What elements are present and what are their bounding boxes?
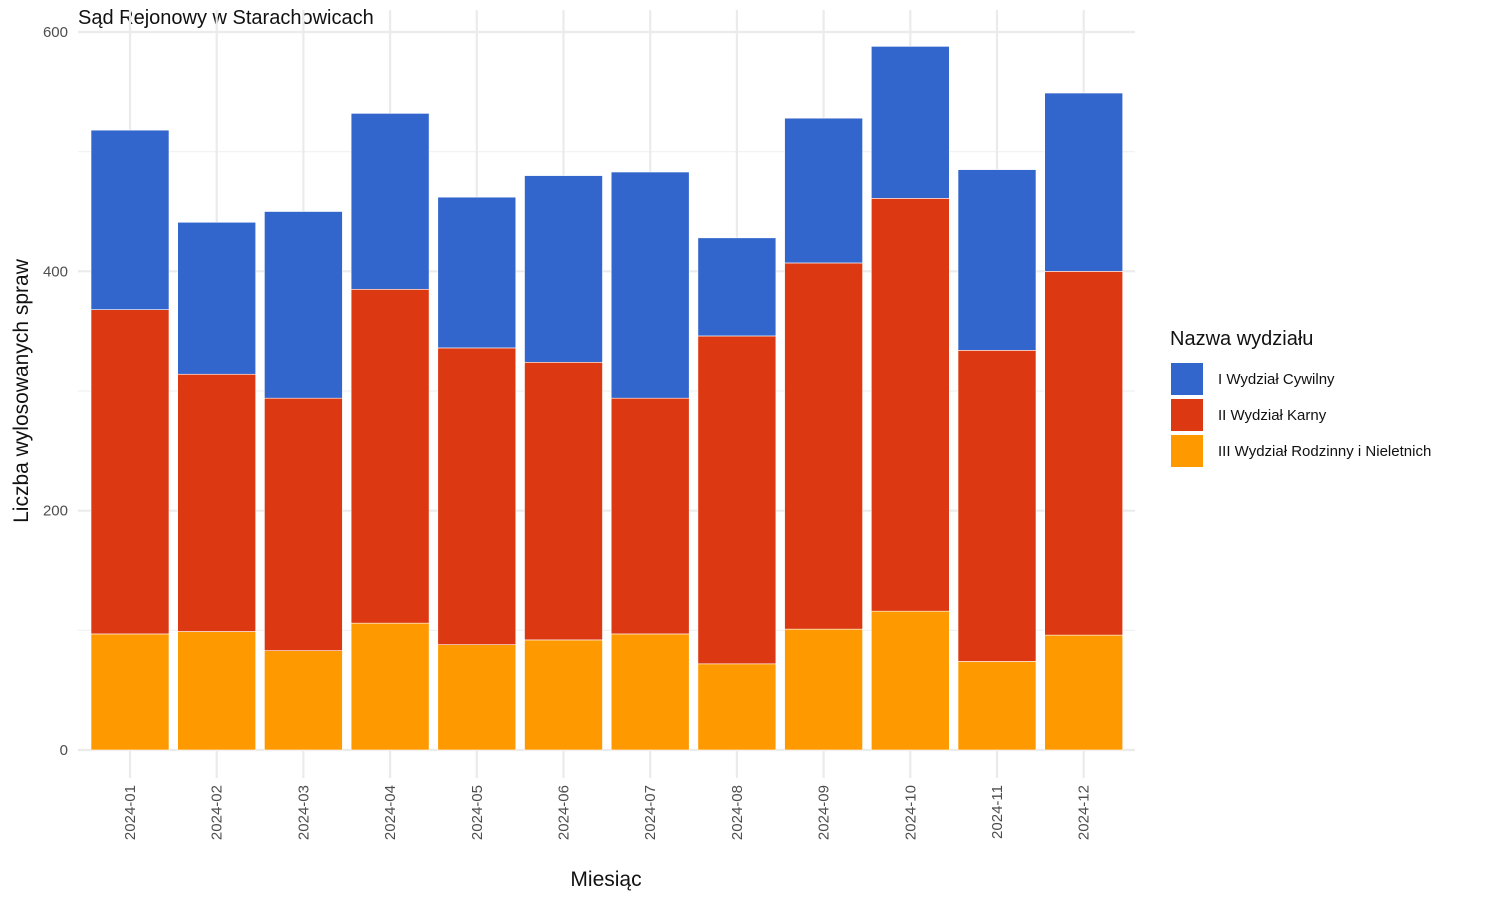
- x-tick-label: 2024-05: [469, 785, 486, 840]
- bar-segment-2024-11-series-3: [957, 169, 1037, 351]
- bar-segment-2024-05-series-2: [437, 347, 517, 645]
- legend-items: I Wydział Cywilny II Wydział Karny III Wyd…: [1170, 361, 1431, 469]
- y-tick-label: 200: [43, 503, 68, 520]
- bar-segment-2024-02-series-2: [177, 373, 256, 632]
- legend-swatch: [1170, 434, 1204, 468]
- legend-item: III Wydział Rodzinny i Nieletnich: [1170, 433, 1431, 469]
- x-axis-ticks: 2024-01 2024-02 2024-03 2024-04 2024-05 2024-…: [122, 785, 1093, 840]
- legend-label: II Wydział Karny: [1218, 406, 1327, 424]
- bar-segment-2024-10-series-2: [870, 198, 950, 612]
- bar-segment-2024-05-series-3: [437, 196, 517, 349]
- bar-segment-2024-09-series-3: [784, 117, 863, 264]
- bar-segment-2024-04-series-1: [350, 622, 430, 751]
- x-tick-label: 2024-09: [816, 785, 833, 840]
- bar-segment-2024-06-series-3: [524, 175, 603, 363]
- bar-segment-2024-01-series-2: [90, 309, 170, 635]
- bar-segment-2024-08-series-1: [697, 663, 777, 751]
- legend-label: I Wydział Cywilny: [1218, 370, 1335, 388]
- bar-segment-2024-12-series-2: [1044, 271, 1123, 636]
- bar-segment-2024-06-series-2: [524, 361, 603, 641]
- x-tick-label: 2024-12: [1076, 785, 1093, 840]
- legend: Nazwa wydziału I Wydział Cywilny II Wydzi…: [1170, 328, 1431, 469]
- legend-label: III Wydział Rodzinny i Nieletnich: [1218, 442, 1432, 460]
- y-tick-label: 600: [43, 24, 68, 41]
- y-axis-ticks: 0 200 400 600: [43, 24, 68, 759]
- bar-segment-2024-02-series-1: [177, 631, 256, 751]
- bar-segment-2024-08-series-3: [697, 237, 777, 337]
- bar-segment-2024-09-series-1: [784, 628, 863, 751]
- bar-segment-2024-04-series-3: [350, 113, 430, 290]
- x-axis-title: Miesiąc: [570, 868, 641, 891]
- x-tick-label: 2024-08: [729, 785, 746, 840]
- bar-segment-2024-05-series-1: [437, 644, 517, 751]
- bar-segment-2024-12-series-1: [1044, 634, 1123, 751]
- y-axis-title: Liczba wylosowanych spraw: [10, 258, 33, 523]
- x-tick-label: 2024-04: [382, 785, 399, 840]
- bar-segment-2024-03-series-2: [264, 397, 343, 651]
- bars: [90, 46, 1123, 751]
- y-tick-label: 400: [43, 263, 68, 280]
- bar-segment-2024-02-series-3: [177, 221, 256, 375]
- x-tick-label: 2024-07: [642, 785, 659, 840]
- bar-segment-2024-12-series-3: [1044, 92, 1123, 272]
- bar-segment-2024-11-series-2: [957, 350, 1037, 662]
- bar-segment-2024-10-series-3: [870, 46, 950, 199]
- legend-swatch: [1170, 398, 1204, 432]
- x-tick-label: 2024-01: [122, 785, 139, 840]
- legend-item: I Wydział Cywilny: [1170, 361, 1431, 397]
- bar-segment-2024-07-series-1: [610, 633, 690, 751]
- x-tick-label: 2024-10: [902, 785, 919, 840]
- x-tick-label: 2024-11: [989, 785, 1006, 839]
- x-tick-label: 2024-06: [556, 785, 573, 840]
- bar-segment-2024-08-series-2: [697, 335, 777, 665]
- bar-segment-2024-07-series-3: [610, 171, 690, 399]
- bar-segment-2024-01-series-1: [90, 633, 170, 751]
- legend-title: Nazwa wydziału: [1170, 328, 1314, 350]
- bar-segment-2024-09-series-2: [784, 262, 863, 630]
- y-tick-label: 0: [60, 742, 68, 759]
- bar-segment-2024-10-series-1: [870, 610, 950, 751]
- chart-title: Sąd Rejonowy w Starachowicach: [78, 7, 374, 29]
- bar-segment-2024-04-series-2: [350, 288, 430, 624]
- bar-segment-2024-07-series-2: [610, 397, 690, 635]
- bar-segment-2024-06-series-1: [524, 639, 603, 751]
- x-tick-label: 2024-03: [295, 785, 312, 840]
- bar-segment-2024-11-series-1: [957, 661, 1037, 751]
- bar-segment-2024-01-series-3: [90, 129, 170, 310]
- legend-swatch: [1170, 362, 1204, 396]
- bar-segment-2024-03-series-1: [264, 650, 343, 751]
- bar-segment-2024-03-series-3: [264, 211, 343, 399]
- legend-item: II Wydział Karny: [1170, 397, 1431, 433]
- x-tick-label: 2024-02: [209, 785, 226, 840]
